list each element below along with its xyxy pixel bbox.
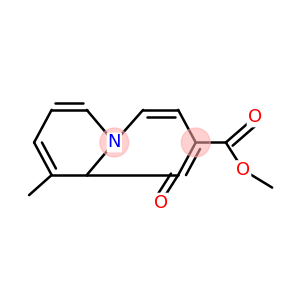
Circle shape	[181, 128, 210, 157]
Text: O: O	[154, 194, 168, 211]
Circle shape	[100, 128, 129, 157]
Text: O: O	[236, 161, 250, 179]
Text: N: N	[107, 134, 121, 152]
Text: O: O	[248, 108, 262, 126]
